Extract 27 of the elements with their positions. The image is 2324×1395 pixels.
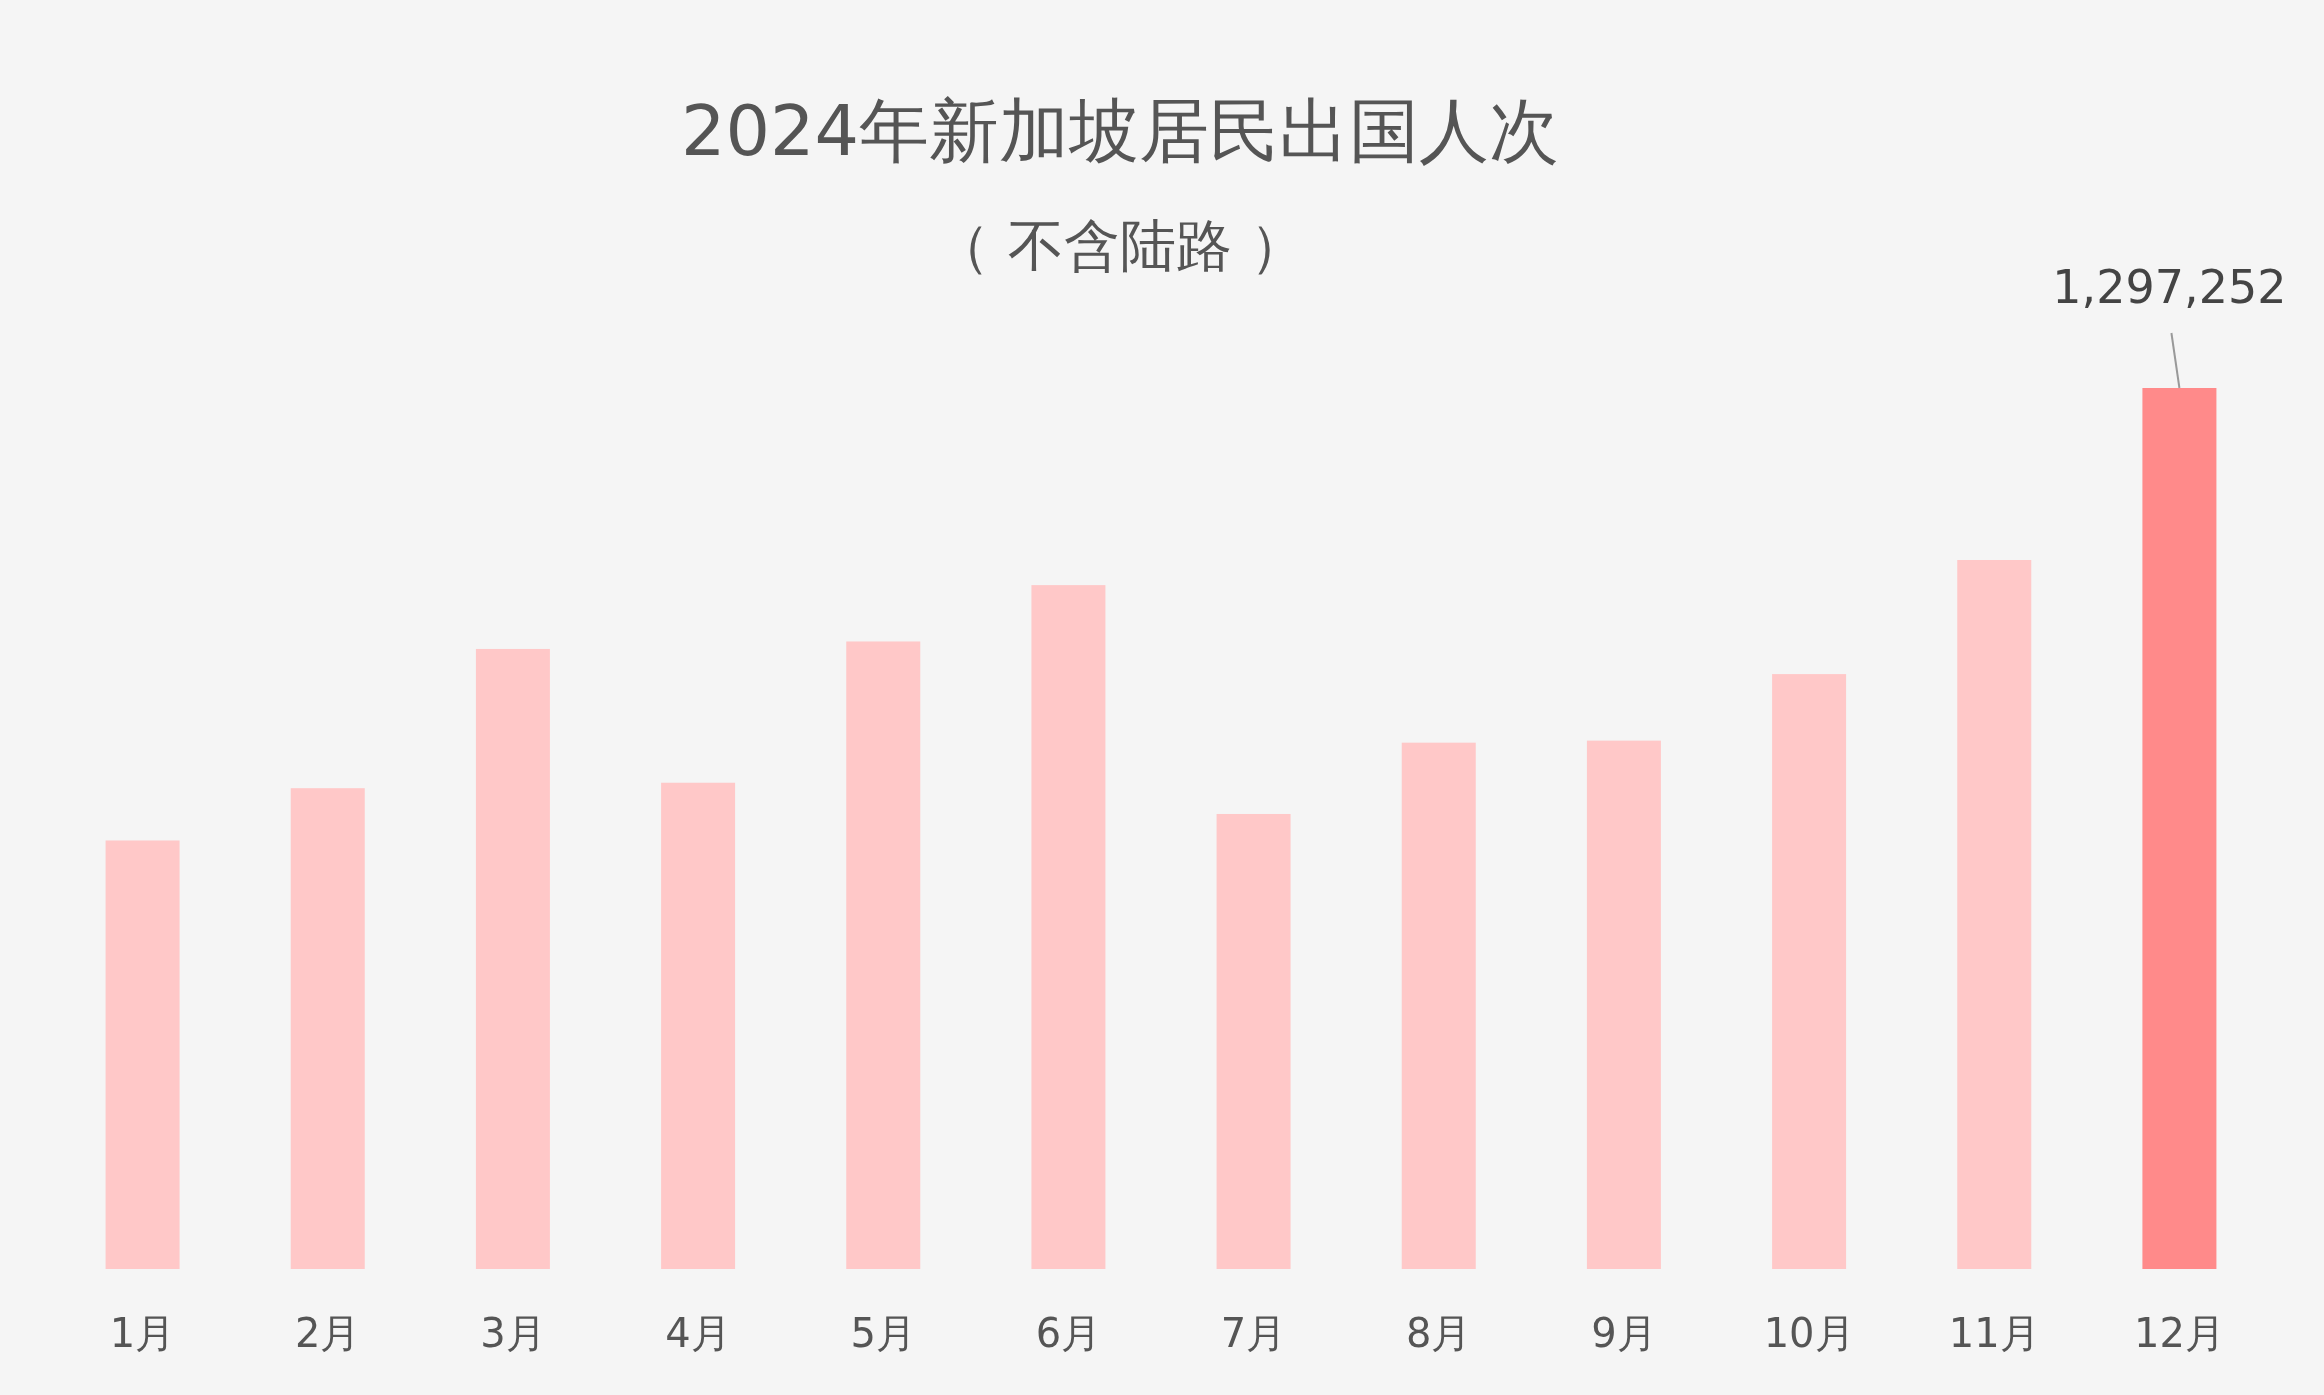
x-tick-label: 9月 [1591, 1310, 1657, 1356]
x-tick-label: 4月 [665, 1310, 731, 1356]
x-tick-label: 8月 [1406, 1310, 1472, 1356]
bar [846, 641, 921, 1269]
bar [475, 648, 550, 1269]
bar [1031, 585, 1106, 1269]
bar [1957, 559, 2032, 1269]
x-tick-label: 10月 [1763, 1310, 1855, 1356]
x-tick-label: 6月 [1035, 1310, 1102, 1356]
bar [2142, 388, 2217, 1269]
x-tick-label: 11月 [1948, 1310, 2040, 1356]
bar [290, 788, 365, 1269]
bar [1586, 740, 1661, 1269]
x-tick-label: 1月 [109, 1310, 176, 1356]
data-label: 1,297,252 [2052, 260, 2287, 314]
bar [1772, 674, 1847, 1269]
x-tick-label: 3月 [480, 1310, 546, 1356]
bar [1401, 742, 1476, 1269]
x-tick-label: 2月 [295, 1310, 361, 1356]
bar [105, 840, 180, 1269]
x-tick-label: 12月 [2133, 1310, 2225, 1356]
chart-subtitle: （ 不含陆路 ） [934, 213, 1306, 278]
x-tick-label: 5月 [850, 1310, 916, 1356]
bar [1216, 813, 1291, 1269]
chart-title: 2024年新加坡居民出国人次 [680, 90, 1560, 172]
x-tick-label: 7月 [1220, 1310, 1287, 1356]
bar [661, 782, 736, 1269]
